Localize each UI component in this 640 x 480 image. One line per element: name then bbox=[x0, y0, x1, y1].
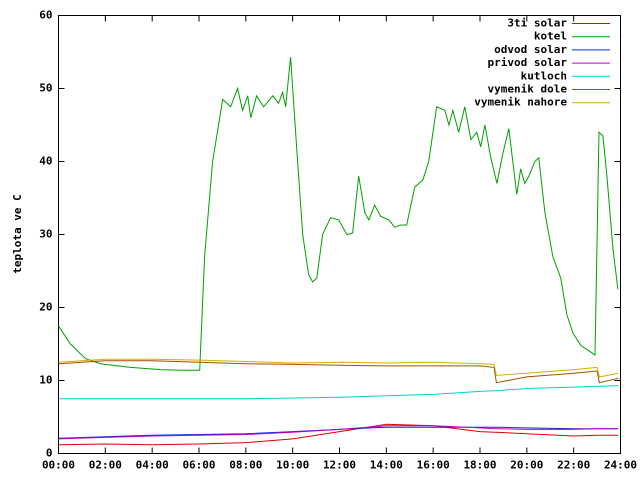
y-tick-label: 0 bbox=[46, 447, 53, 460]
x-tick-label: 20:00 bbox=[510, 459, 543, 472]
y-tick-label: 50 bbox=[39, 82, 52, 95]
x-tick-label: 00:00 bbox=[42, 459, 75, 472]
x-tick-label: 06:00 bbox=[182, 459, 215, 472]
x-tick-label: 24:00 bbox=[604, 459, 637, 472]
legend-label: vymenik nahore bbox=[474, 96, 567, 109]
x-tick-label: 18:00 bbox=[463, 459, 496, 472]
y-axis-label: teplota ve C bbox=[11, 194, 24, 273]
x-tick-label: 22:00 bbox=[557, 459, 590, 472]
series-line bbox=[58, 358, 619, 378]
x-tick-label: 10:00 bbox=[276, 459, 309, 472]
x-tick-label: 02:00 bbox=[89, 459, 122, 472]
legend-label: kutloch bbox=[521, 69, 567, 82]
series-line bbox=[58, 385, 619, 400]
legend-label: odvod solar bbox=[494, 43, 567, 56]
legend-label: 3ti solar bbox=[507, 17, 567, 30]
x-tick-label: 14:00 bbox=[370, 459, 403, 472]
x-tick-label: 16:00 bbox=[417, 459, 450, 472]
legend-label: vymenik dole bbox=[488, 83, 568, 96]
series-line bbox=[58, 423, 619, 446]
series-line bbox=[58, 57, 619, 371]
x-tick-label: 08:00 bbox=[229, 459, 262, 472]
y-tick-label: 60 bbox=[39, 9, 52, 22]
y-tick-label: 40 bbox=[39, 155, 52, 168]
series-line bbox=[58, 425, 619, 440]
legend-label: kotel bbox=[534, 30, 567, 43]
series-line bbox=[58, 360, 619, 384]
x-tick-label: 12:00 bbox=[323, 459, 356, 472]
x-tick-label: 04:00 bbox=[136, 459, 169, 472]
y-tick-label: 20 bbox=[39, 301, 52, 314]
legend-label: privod solar bbox=[488, 56, 568, 69]
y-tick-label: 10 bbox=[39, 374, 52, 387]
y-tick-label: 30 bbox=[39, 228, 52, 241]
